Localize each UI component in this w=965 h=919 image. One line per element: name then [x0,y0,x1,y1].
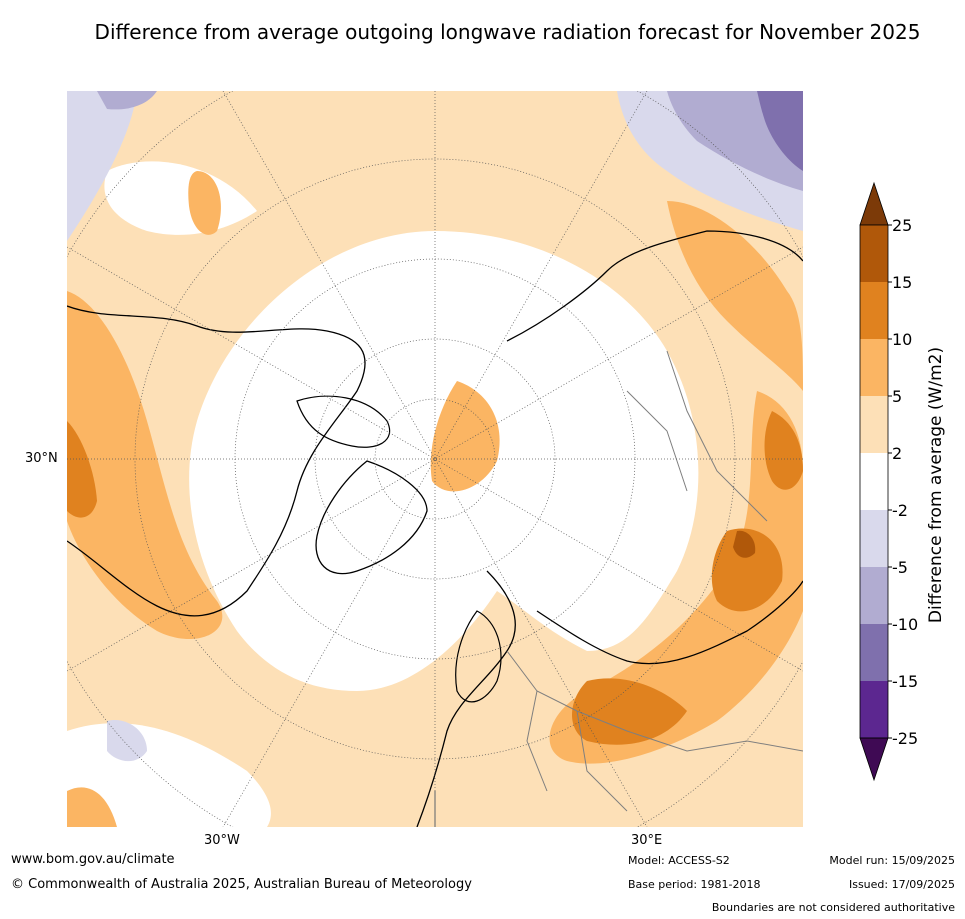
colorbar-bin [860,453,888,510]
colorbar-label: Difference from average (W/m2) [926,346,946,624]
polar-map [67,91,803,827]
anomaly-region-negative-northeast-strong [757,91,803,171]
colorbar-extend-top [859,181,889,226]
coastline-greenland [315,460,428,575]
colorbar-bin [860,567,888,624]
anomaly-region-15-25 [733,530,756,558]
coastline-eurasia [416,230,803,827]
lat-label-30n: 30°N [25,451,58,466]
colorbar-bin [860,282,888,339]
colorbar-bin [860,339,888,396]
anomaly-region-5-10-north [188,171,221,235]
footer-url[interactable]: www.bom.gov.au/climate [11,852,175,867]
colorbar-tick-label: -15 [892,672,918,691]
colorbar-bin [860,396,888,453]
colorbar-bin [860,624,888,681]
colorbar-tick-label: -25 [892,729,918,748]
colorbar-bin [860,510,888,567]
colorbar-tick-label: 2 [892,444,902,463]
anomaly-region-2-5-outer [67,91,803,827]
footer-base-period: Base period: 1981-2018 [628,878,761,891]
anomaly-region-10-15-east [764,411,803,490]
footer-issued: Issued: 17/09/2025 [848,878,955,891]
anomaly-region-10-15-southeast [711,528,783,612]
anomaly-region-5-10-southeast [549,391,803,764]
footer-boundaries-note: Boundaries are not considered authoritat… [711,901,955,914]
footer-copyright: © Commonwealth of Australia 2025, Austra… [11,877,472,892]
coastline-canadian-archipelago [296,395,391,448]
colorbar-tick-label: 25 [892,216,912,235]
anomaly-region-10-15-mideast [572,678,687,745]
colorbar-tick-label: 5 [892,387,902,406]
lon-label-30e: 30°E [631,833,663,848]
olr-anomaly-map [67,91,803,827]
anomaly-region-5-10-southwest [67,787,117,827]
colorbar-bin [860,681,888,738]
lon-label-30w: 30°W [204,833,240,848]
anomaly-region-negative-northwest [67,91,137,241]
anomaly-region-10-15-west [67,421,97,518]
map-title: Difference from average outgoing longwav… [94,20,921,44]
anomaly-region-negative-southwest [107,720,147,762]
country-borders [506,350,803,812]
anomaly-region-5-10-greenland [430,381,500,492]
colorbar-tick-label: 15 [892,273,912,292]
colorbar-tick-label: -5 [892,558,908,577]
colorbar-ticks: 25 15 10 5 2 -2 -5 -10 -15 -25 [888,216,918,748]
anomaly-region-negative-northwest-strip [97,91,157,110]
colorbar-tick-label: 10 [892,330,912,349]
colorbar-tick-label: -10 [892,615,918,634]
footer-model: Model: ACCESS-S2 [628,854,730,867]
colorbar-outline [859,224,889,739]
anomaly-region-5-10-west [67,291,223,640]
colorbar-extend-bottom [859,737,889,782]
coastline-north-america [67,305,366,617]
graticule [67,91,803,827]
colorbar-tick-label: -2 [892,501,908,520]
footer-model-run: Model run: 15/09/2025 [829,854,955,867]
anomaly-region-5-10-east [667,201,803,391]
colorbar: 25 15 10 5 2 -2 -5 -10 -15 -25 [859,181,918,782]
colorbar-bins [859,181,889,782]
colorbar-bin [860,225,888,282]
coastline-scandinavia [455,610,502,703]
